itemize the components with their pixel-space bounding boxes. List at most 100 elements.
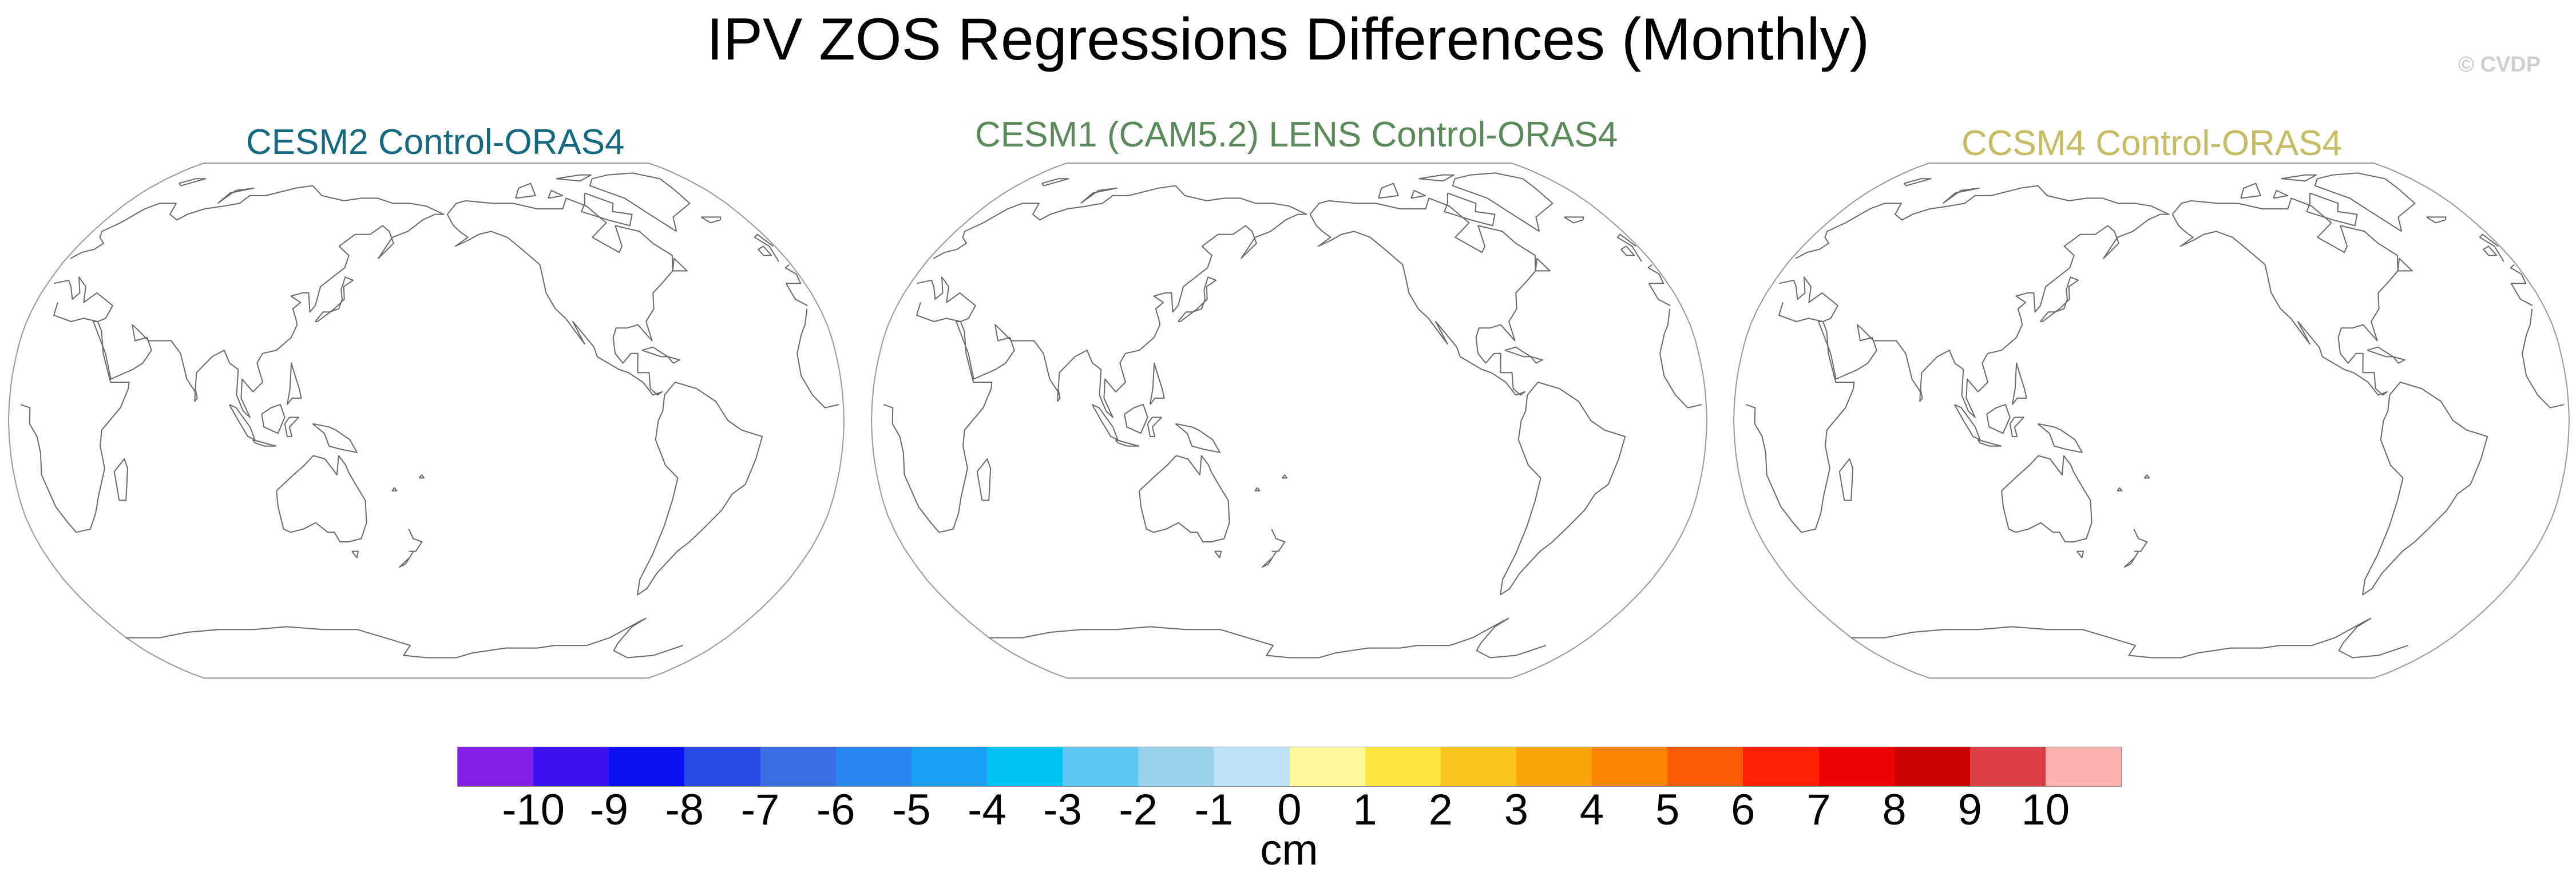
colorbar-tick-label: 10 <box>2021 786 2070 834</box>
coastline <box>2281 174 2317 182</box>
coastline <box>1139 455 1230 542</box>
coastline <box>276 455 367 542</box>
coastline <box>113 458 129 501</box>
colorbar-tick-label: 0 <box>1277 786 1302 834</box>
coastline <box>2306 192 2358 227</box>
colorbar-tick-label: -10 <box>502 786 565 834</box>
colorbar-swatch <box>1592 747 1668 786</box>
coastline <box>1564 216 1584 224</box>
coastline <box>1500 382 1626 596</box>
coastline <box>2314 172 2416 232</box>
coastline <box>2117 487 2123 491</box>
coastline <box>2397 257 2413 272</box>
coastline <box>1452 172 1553 232</box>
coastline <box>1378 183 1399 199</box>
map-outline <box>870 162 1708 679</box>
coastline <box>2240 183 2261 199</box>
coastline <box>1178 276 1217 322</box>
coastline <box>228 404 256 441</box>
coastline <box>287 362 302 405</box>
coastline <box>976 458 992 501</box>
coastline <box>399 529 423 568</box>
coastline <box>1535 257 1551 272</box>
coastline <box>667 356 680 364</box>
coastline <box>2040 276 2079 322</box>
colorbar-swatch <box>1667 747 1743 786</box>
coastline <box>1041 178 1069 187</box>
coastline <box>1150 362 1165 405</box>
coastline <box>758 245 772 256</box>
coastline <box>2124 529 2148 568</box>
colorbar-swatch <box>835 747 911 786</box>
coastline <box>261 404 286 434</box>
watermark-label: © CVDP <box>2458 53 2541 77</box>
coastline <box>2001 455 2092 542</box>
coastline <box>1745 302 2565 533</box>
colorbar <box>457 747 2122 787</box>
colorbar-tick-label: -3 <box>1043 786 1082 834</box>
coastline <box>1919 389 1923 402</box>
page-title: IPV ZOS Regressions Differences (Monthly… <box>706 6 1870 73</box>
coastline <box>179 178 207 187</box>
colorbar-swatch <box>760 747 836 786</box>
coastline <box>1530 356 1543 364</box>
coastline <box>701 216 722 224</box>
colorbar-swatch <box>1516 747 1592 786</box>
coastline <box>315 276 354 322</box>
coastline <box>194 389 198 402</box>
coastline <box>2012 362 2027 405</box>
coastline <box>637 382 763 596</box>
coastline <box>2076 550 2084 558</box>
coastline <box>883 302 1702 533</box>
coastline <box>1124 404 1148 434</box>
coastline <box>1175 423 1220 453</box>
map-outline <box>7 162 845 679</box>
coastline <box>1779 185 2533 418</box>
colorbar-tick-label: -1 <box>1194 786 1234 834</box>
coastline <box>2273 189 2289 199</box>
coastline <box>1986 404 2011 434</box>
coastline <box>284 417 299 437</box>
colorbar-tick-label: 5 <box>1655 786 1680 834</box>
colorbar-swatch <box>1440 747 1516 786</box>
coastline <box>2037 423 2083 453</box>
coastline <box>548 189 564 199</box>
colorbar-swatch <box>1365 747 1441 786</box>
map-outline <box>1733 162 2570 679</box>
colorbar-tick-label: 8 <box>1882 786 1907 834</box>
coastline <box>1418 174 1455 182</box>
coastline <box>1620 245 1635 256</box>
coastline <box>1616 233 1642 262</box>
coastline <box>1838 458 1854 501</box>
panel-title-cesm1-lens: CESM1 (CAM5.2) LENS Control-ORAS4 <box>975 115 1618 154</box>
coastline <box>2362 382 2488 596</box>
coastline <box>556 174 592 182</box>
coastline <box>2392 356 2405 364</box>
colorbar-swatch <box>1214 747 1290 786</box>
coastline <box>1115 439 1140 447</box>
coastline <box>2483 245 2498 256</box>
coastline <box>252 439 277 447</box>
coastline <box>1943 187 1980 204</box>
colorbar-swatch <box>1743 747 1819 786</box>
colorbar-swatch <box>1138 747 1214 786</box>
coastline <box>2171 197 2399 396</box>
coastline <box>754 233 779 262</box>
coastline <box>20 302 839 533</box>
coastline <box>917 185 1671 418</box>
coastline <box>1147 417 1162 437</box>
coastline <box>2009 417 2024 437</box>
world-map-ccsm4 <box>1733 162 2570 679</box>
colorbar-swatch <box>458 747 534 786</box>
colorbar-tick-label: 3 <box>1504 786 1529 834</box>
colorbar-swatch <box>1894 747 1970 786</box>
coastline <box>1953 404 1981 441</box>
coastline <box>1444 192 1496 227</box>
coastline <box>446 197 673 396</box>
coastline <box>217 187 255 204</box>
colorbar-tick-label: 2 <box>1428 786 1453 834</box>
coastline <box>1091 404 1119 441</box>
colorbar-tick-label: 9 <box>1957 786 1982 834</box>
colorbar-swatch <box>1289 747 1365 786</box>
coastline <box>515 183 536 199</box>
